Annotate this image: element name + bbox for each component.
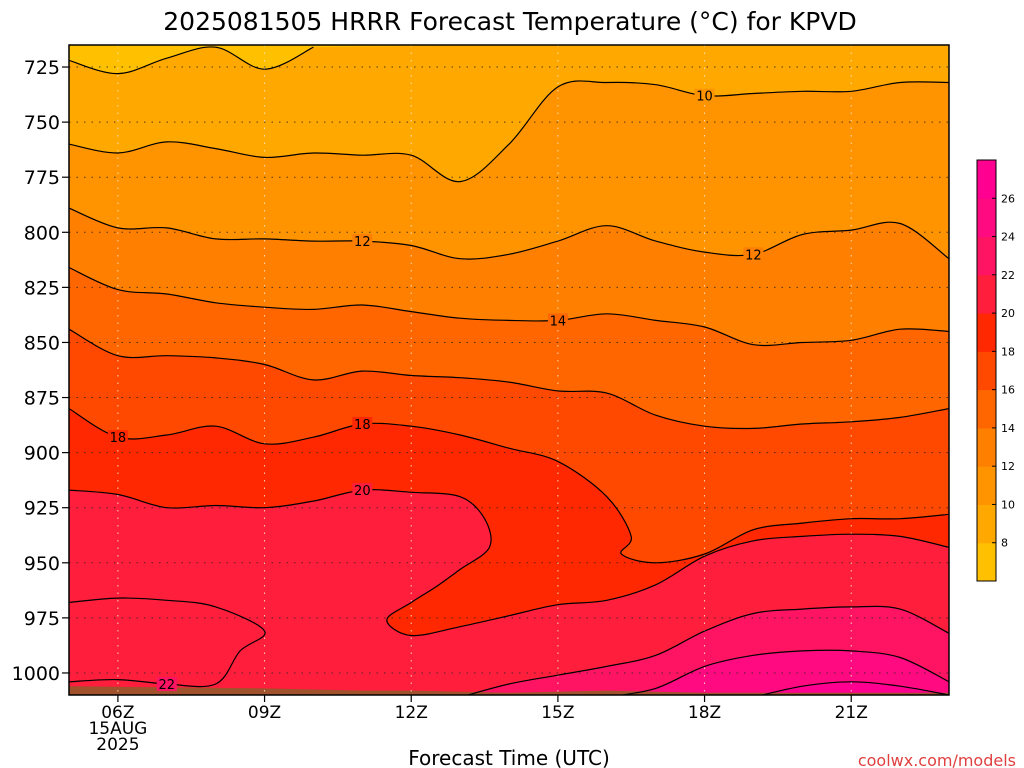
isotherm-22 bbox=[69, 597, 266, 688]
colorbar-swatch-22 bbox=[977, 236, 996, 276]
band-fill-8 bbox=[69, 45, 510, 74]
y-tick-label-925: 925 bbox=[24, 498, 60, 520]
isotherm-26 bbox=[617, 649, 949, 695]
y-tick-label-800: 800 bbox=[24, 222, 60, 244]
contour-lines: 10 12 12 14 18 18 20 22 bbox=[69, 46, 949, 695]
x-tick-label-6-0: 06Z bbox=[101, 703, 134, 723]
colorbar-label-16: 16 bbox=[1001, 384, 1015, 397]
colorbar-label-10: 10 bbox=[1001, 498, 1015, 511]
band-fill-10 bbox=[69, 45, 949, 182]
credit-link[interactable]: coolwx.com/models bbox=[858, 751, 1016, 768]
isotherm-24 bbox=[465, 605, 949, 695]
isotherm-label-bg-18-1 bbox=[352, 416, 373, 431]
colorbar-label-26: 26 bbox=[1001, 192, 1015, 205]
isotherm-label-bg-12-0 bbox=[352, 234, 373, 249]
colorbar-label-8: 8 bbox=[1001, 537, 1008, 550]
x-axis-title: Forecast Time (UTC) bbox=[408, 746, 610, 768]
x-tick-label-9-0: 09Z bbox=[248, 703, 281, 723]
colorbar-swatch-16 bbox=[977, 351, 996, 391]
isotherm-label-18-0: 18 bbox=[110, 431, 127, 446]
colorbar-label-20: 20 bbox=[1001, 307, 1015, 320]
y-tick-label-750: 750 bbox=[24, 112, 60, 134]
isotherm-label-bg-12-1 bbox=[743, 247, 764, 262]
y-tick-label-725: 725 bbox=[24, 57, 60, 79]
x-tick-label-21-0: 21Z bbox=[835, 703, 868, 723]
isotherm-label-18-1: 18 bbox=[354, 418, 371, 433]
x-tick-label-18-0: 18Z bbox=[688, 703, 721, 723]
colorbar-swatch-12 bbox=[977, 427, 996, 467]
y-tick-label-775: 775 bbox=[24, 167, 60, 189]
isotherm-label-bg-22-0 bbox=[156, 676, 177, 691]
x-tick-label-6-2: 2025 bbox=[96, 735, 139, 755]
isotherm-16 bbox=[69, 328, 949, 430]
colorbar-label-22: 22 bbox=[1001, 269, 1015, 282]
isotherm-20 bbox=[69, 489, 949, 637]
y-tick-label-950: 950 bbox=[24, 553, 60, 575]
colorbar: 8 10 12 14 16 18 20 22 24 26 bbox=[976, 159, 1015, 582]
colorbar-label-14: 14 bbox=[1001, 422, 1015, 435]
x-tick-label-6-1: 15AUG bbox=[88, 719, 147, 739]
colorbar-swatch-14 bbox=[977, 389, 996, 429]
y-tick-label-875: 875 bbox=[24, 388, 60, 410]
isotherm-label-bg-18-0 bbox=[107, 430, 128, 445]
colorbar-swatch-6 bbox=[977, 542, 996, 582]
isotherm-18 bbox=[69, 408, 949, 564]
isotherm-label-bg-20-0 bbox=[352, 483, 373, 498]
isotherm-label-12-0: 12 bbox=[354, 235, 371, 250]
y-tick-label-1000: 1000 bbox=[12, 663, 60, 685]
isotherm-label-10-0: 10 bbox=[696, 90, 713, 105]
y-tick-label-825: 825 bbox=[24, 277, 60, 299]
y-axis: 725 750 775 800 825 850 875 900 925 950 975 1000 bbox=[12, 57, 69, 685]
x-tick-label-15-0: 15Z bbox=[541, 703, 574, 723]
isotherm-10 bbox=[69, 80, 949, 183]
isotherm-label-22-0: 22 bbox=[159, 678, 176, 693]
colorbar-swatch-26 bbox=[977, 160, 996, 199]
colorbar-swatch-10 bbox=[977, 466, 996, 505]
colorbar-swatch-24 bbox=[977, 198, 996, 238]
isotherm-12 bbox=[69, 207, 949, 260]
colorbar-label-12: 12 bbox=[1001, 460, 1015, 473]
isotherm-14 bbox=[69, 266, 949, 347]
isotherm-8 bbox=[69, 46, 314, 75]
isotherm-label-20-0: 20 bbox=[354, 484, 371, 499]
band-fill-22 bbox=[69, 598, 266, 687]
isotherm-28 bbox=[760, 681, 949, 695]
y-tick-label-850: 850 bbox=[24, 332, 60, 354]
colorbar-frame bbox=[976, 159, 997, 582]
y-tick-label-975: 975 bbox=[24, 608, 60, 630]
isotherm-label-14-0: 14 bbox=[550, 314, 567, 329]
colorbar-swatch-8 bbox=[977, 504, 996, 544]
isotherm-label-12-1: 12 bbox=[745, 248, 762, 263]
colorbar-label-24: 24 bbox=[1001, 231, 1015, 244]
y-tick-label-900: 900 bbox=[24, 443, 60, 465]
colorbar-swatch-18 bbox=[977, 313, 996, 352]
ground-surface bbox=[69, 686, 949, 695]
isotherm-label-bg-10-0 bbox=[694, 88, 715, 103]
chart-title: 2025081505 HRRR Forecast Temperature (°C… bbox=[163, 7, 856, 36]
colorbar-swatch-20 bbox=[977, 274, 996, 314]
plot-area bbox=[69, 45, 949, 695]
x-tick-label-12-0: 12Z bbox=[395, 703, 428, 723]
isotherm-label-bg-14-0 bbox=[547, 313, 568, 328]
colorbar-label-18: 18 bbox=[1001, 345, 1015, 358]
plot-frame bbox=[68, 44, 950, 696]
